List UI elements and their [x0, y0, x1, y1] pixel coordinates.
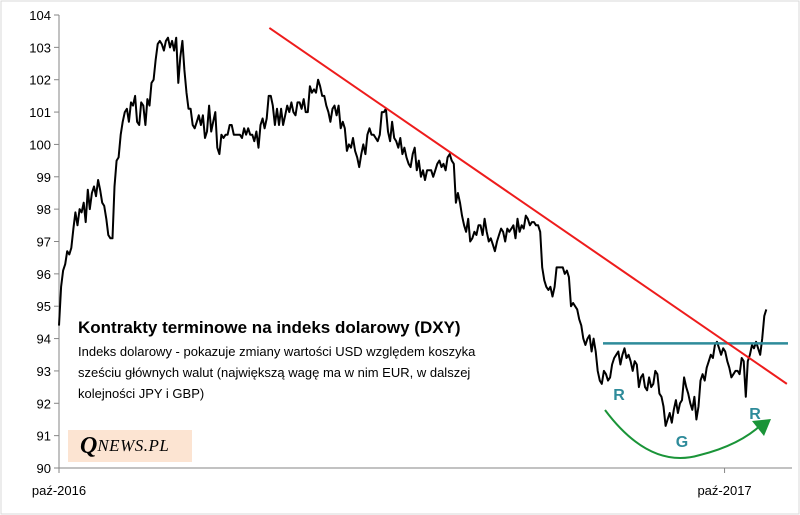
logo-letter-q: Q	[80, 432, 98, 459]
rounded-bottom-arc	[604, 409, 763, 459]
x-tick-label: paź-2016	[32, 483, 86, 498]
y-tick-label: 94	[37, 332, 51, 347]
chart-title: Kontrakty terminowe na indeks dolarowy (…	[78, 318, 461, 337]
pattern-label-g: G	[676, 434, 688, 451]
overlay-layer: R G R	[268, 27, 788, 459]
y-tick-label: 104	[29, 8, 51, 23]
y-tick-label: 100	[29, 137, 51, 152]
chart-subtitle-line-3: kolejności JPY i GBP)	[78, 386, 204, 401]
y-tick-label: 97	[37, 235, 51, 250]
y-tick-label: 90	[37, 461, 51, 476]
logo-text: NEWS.PL	[97, 436, 170, 455]
y-tick-label: 102	[29, 73, 51, 88]
series-layer	[58, 36, 768, 427]
y-tick-label: 95	[37, 299, 51, 314]
chart-subtitle-line-2: sześciu głównych walut (największą wagę …	[78, 365, 470, 380]
y-tick-label: 93	[37, 364, 51, 379]
arrow-head	[752, 419, 771, 436]
y-tick-label: 103	[29, 40, 51, 55]
y-tick-label: 92	[37, 396, 51, 411]
downtrend-line	[268, 27, 788, 385]
qnews-logo: Q NEWS.PL	[68, 430, 192, 462]
y-tick-label: 101	[29, 105, 51, 120]
axes: 90 91 92 93 94 95 96 97 98 99 100 101 102 103 104 paź-2…	[29, 8, 792, 498]
chart-subtitle-line-1: Indeks dolarowy - pokazuje zmiany wartoś…	[78, 344, 476, 359]
y-tick-label: 99	[37, 170, 51, 185]
pattern-label-r-left: R	[613, 387, 625, 404]
dxy-series-line	[58, 36, 768, 427]
y-tick-label: 96	[37, 267, 51, 282]
annotation-layer: Kontrakty terminowe na indeks dolarowy (…	[78, 318, 476, 401]
y-tick-label: 91	[37, 429, 51, 444]
x-tick-label: paź-2017	[697, 483, 751, 498]
y-tick-label: 98	[37, 202, 51, 217]
pattern-label-r-right: R	[749, 406, 761, 423]
